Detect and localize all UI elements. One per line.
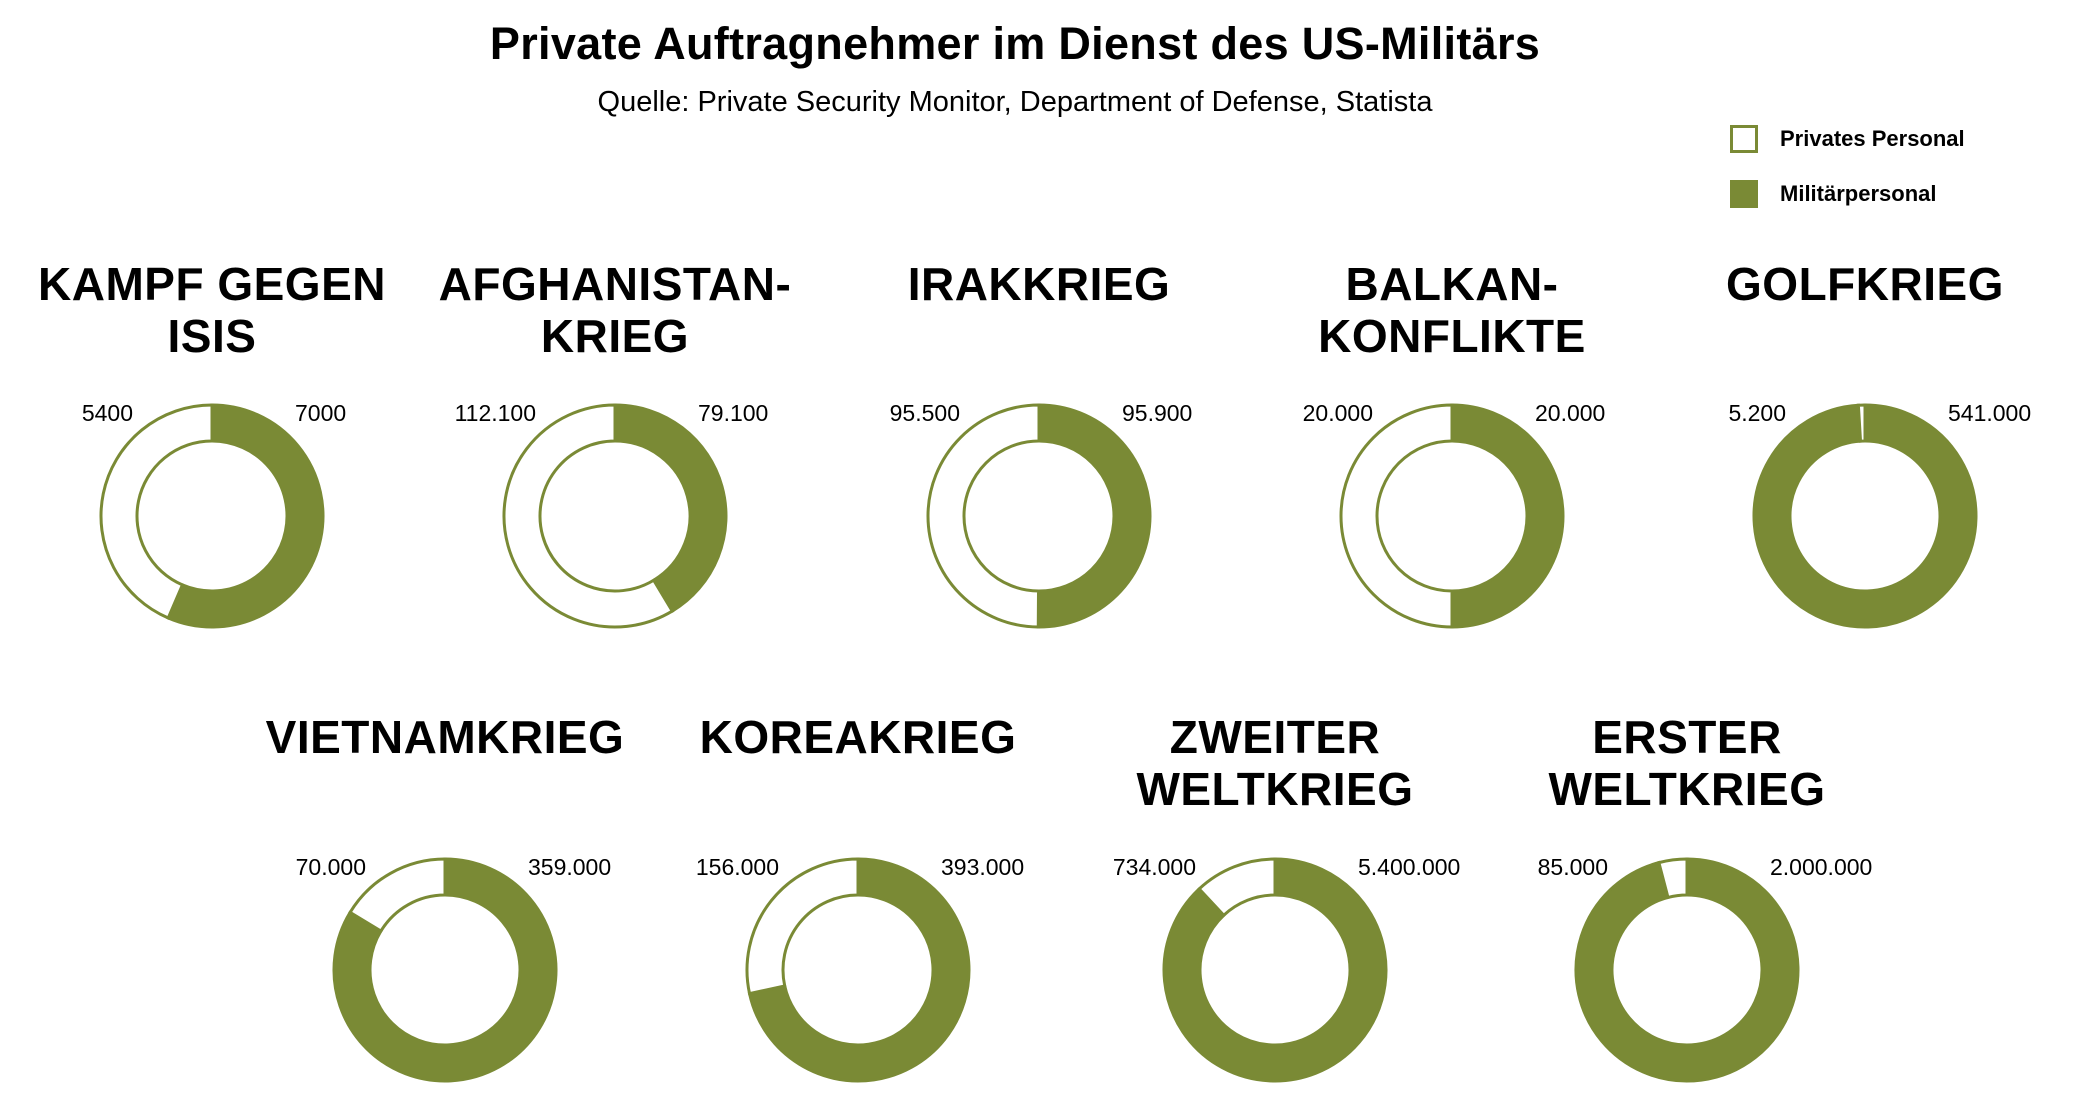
chart-heading-line: WELTKRIEG — [1548, 763, 1825, 815]
slice-private — [745, 857, 860, 996]
slice-military — [332, 857, 558, 1083]
chart-title: Private Auftragnehmer im Dienst des US-M… — [489, 18, 1541, 69]
chart-heading-line: BALKAN- — [1345, 258, 1558, 310]
value-label-military: 20.000 — [1535, 400, 1605, 426]
value-label-military: 393.000 — [941, 854, 1024, 880]
donut-chart: KOREAKRIEG 156.000 393.000 — [696, 711, 1024, 1083]
chart-heading-line: AFGHANISTAN- — [439, 258, 792, 310]
value-label-military: 541.000 — [1948, 400, 2031, 426]
chart-subtitle: Quelle: Private Security Monitor, Depart… — [597, 86, 1433, 118]
legend-label-private: Privates Personal — [1780, 126, 1965, 151]
chart-heading-line: ZWEITER — [1170, 711, 1380, 763]
slice-military — [1162, 857, 1388, 1083]
value-label-military: 2.000.000 — [1770, 854, 1872, 880]
value-label-military: 5.400.000 — [1358, 854, 1460, 880]
value-label-military: 7000 — [295, 400, 346, 426]
slice-military — [613, 403, 728, 614]
chart-heading-line: KOREAKRIEG — [700, 711, 1017, 763]
value-label-private: 734.000 — [1113, 854, 1196, 880]
value-label-private: 112.100 — [455, 400, 536, 426]
value-label-private: 156.000 — [696, 854, 779, 880]
donut-chart: BALKAN-KONFLIKTE 20.000 20.000 — [1303, 258, 1605, 629]
legend-swatch-military — [1730, 180, 1758, 208]
value-label-private: 70.000 — [296, 854, 366, 880]
slice-private — [1856, 403, 1867, 443]
legend-label-military: Militärpersonal — [1780, 181, 1937, 206]
slice-private — [1339, 403, 1454, 629]
slice-private — [99, 403, 214, 620]
value-label-private: 5.200 — [1728, 400, 1786, 426]
chart-heading-line: KAMPF GEGEN — [38, 258, 386, 310]
slice-private — [1197, 857, 1277, 918]
slice-military — [1450, 403, 1565, 629]
slice-private — [348, 857, 447, 934]
donut-chart: VIETNAMKRIEG 70.000 359.000 — [266, 711, 625, 1083]
value-label-private: 5400 — [82, 400, 133, 426]
legend-item-military: Militärpersonal — [1730, 177, 1936, 211]
slice-military — [1752, 403, 1978, 629]
value-label-private: 95.500 — [890, 400, 960, 426]
value-label-private: 20.000 — [1303, 400, 1373, 426]
value-label-military: 79.100 — [698, 400, 768, 426]
donut-chart: GOLFKRIEG 5.200 541.000 — [1726, 258, 2031, 629]
chart-heading-line: ISIS — [168, 310, 257, 362]
legend-swatch-private — [1730, 125, 1758, 153]
slice-military — [1036, 403, 1152, 629]
legend-item-private: Privates Personal — [1730, 122, 1965, 156]
slice-private — [926, 403, 1041, 629]
chart-heading-line: IRAKKRIEG — [908, 258, 1171, 310]
chart-heading-line: WELTKRIEG — [1136, 763, 1413, 815]
slice-military — [1574, 857, 1800, 1083]
slice-military — [166, 403, 325, 629]
slice-military — [747, 857, 971, 1083]
chart-heading-line: KRIEG — [541, 310, 689, 362]
donut-chart: IRAKKRIEG 95.500 95.900 — [890, 258, 1192, 629]
donut-chart: AFGHANISTAN-KRIEG 112.100 79.100 — [439, 258, 792, 629]
chart-heading-line: KONFLIKTE — [1318, 310, 1586, 362]
value-label-military: 95.900 — [1122, 400, 1192, 426]
slice-private — [502, 403, 675, 629]
chart-heading-line: ERSTER — [1592, 711, 1782, 763]
chart-heading-line: VIETNAMKRIEG — [266, 711, 625, 763]
value-label-private: 85.000 — [1538, 854, 1608, 880]
value-label-military: 359.000 — [528, 854, 611, 880]
slice-private — [1657, 857, 1689, 900]
chart-heading-line: GOLFKRIEG — [1726, 258, 2004, 310]
